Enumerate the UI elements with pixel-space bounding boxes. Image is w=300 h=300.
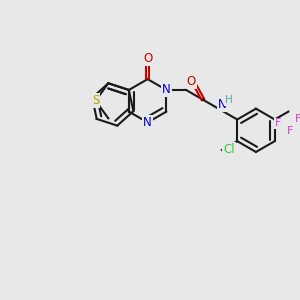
- Text: F: F: [287, 126, 293, 136]
- Text: N: N: [162, 83, 171, 97]
- Text: F: F: [275, 118, 282, 128]
- Text: N: N: [143, 116, 152, 129]
- Text: Cl: Cl: [223, 142, 235, 155]
- Text: H: H: [225, 95, 233, 105]
- Text: O: O: [143, 52, 152, 65]
- Text: O: O: [187, 75, 196, 88]
- Text: S: S: [92, 94, 99, 107]
- Text: F: F: [295, 115, 300, 124]
- Text: N: N: [218, 98, 226, 111]
